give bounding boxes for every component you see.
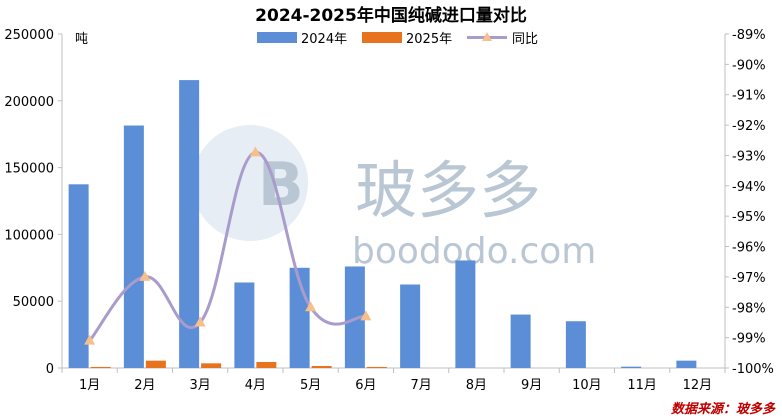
y-left-tick-label: 50000 [13, 295, 54, 310]
y-right-tick-label: -89% [732, 28, 766, 43]
legend-label-2024: 2024年 [301, 32, 347, 47]
y-right-tick-label: -91% [732, 89, 766, 104]
legend-label-yoy: 同比 [512, 32, 538, 47]
x-tick-label: 9月 [521, 378, 542, 393]
bar-2024 [400, 284, 421, 368]
bar-2025 [311, 365, 332, 368]
y-right-tick-label: -95% [732, 210, 766, 225]
x-tick-label: 7月 [410, 378, 431, 393]
bar-2024 [455, 260, 476, 368]
bar-2024 [510, 314, 531, 368]
bar-2024 [565, 321, 586, 368]
y-left-tick-label: 150000 [4, 162, 54, 177]
y-right-tick-label: -93% [732, 149, 766, 164]
y-left-tick-label: 100000 [4, 228, 54, 243]
y-right-tick-label: -100% [732, 362, 774, 377]
bar-2025 [145, 360, 166, 368]
legend-marker-yoy [482, 32, 492, 41]
yoy-marker [249, 146, 261, 157]
y-left-tick-label: 0 [46, 362, 54, 377]
y-left-tick-label: 200000 [4, 95, 54, 110]
yoy-marker [194, 316, 206, 327]
x-tick-label: 3月 [189, 378, 210, 393]
x-tick-label: 4月 [245, 378, 266, 393]
bar-2024 [676, 360, 697, 368]
y-right-tick-label: -98% [732, 301, 766, 316]
x-tick-label: 1月 [79, 378, 100, 393]
bar-2024 [179, 80, 200, 368]
yoy-marker [139, 270, 151, 281]
y-left-unit: 吨 [75, 32, 88, 47]
yoy-marker [305, 301, 317, 312]
watermark: B 玻多多 boododo.com [192, 125, 596, 272]
bar-2025 [90, 366, 111, 368]
x-tick-label: 12月 [683, 378, 713, 393]
watermark-brand: 玻多多 [355, 154, 541, 227]
y-right-tick-label: -96% [732, 241, 766, 256]
x-tick-label: 10月 [572, 378, 602, 393]
x-tick-label: 6月 [355, 378, 376, 393]
bar-2025 [256, 361, 277, 368]
yoy-marker [84, 334, 96, 345]
bar-2024 [621, 366, 642, 368]
y-right-tick-label: -90% [732, 58, 766, 73]
bar-2025 [201, 363, 222, 368]
watermark-logo [192, 125, 308, 241]
legend-swatch-2025 [362, 32, 402, 43]
y-right-tick-label: -99% [732, 332, 766, 347]
y-left-tick-label: 250000 [4, 28, 54, 43]
legend-label-2025: 2025年 [406, 32, 452, 47]
yoy-marker [360, 310, 372, 321]
legend: 2024年 2025年 同比 [257, 32, 538, 47]
bar-2024 [344, 266, 365, 368]
x-tick-label: 8月 [466, 378, 487, 393]
x-tick-label: 11月 [627, 378, 657, 393]
bar-2024 [68, 184, 89, 368]
y-right-tick-label: -97% [732, 271, 766, 286]
bar-2024 [234, 282, 255, 368]
source-note: 数据来源：玻多多 [671, 401, 776, 417]
y-right-tick-label: -92% [732, 119, 766, 134]
chart-title: 2024-2025年中国纯碱进口量对比 [255, 5, 527, 26]
bar-2024 [123, 125, 144, 369]
x-tick-label: 5月 [300, 378, 321, 393]
bar-2025 [366, 366, 387, 368]
y-right-tick-label: -94% [732, 180, 766, 195]
legend-swatch-2024 [257, 32, 297, 43]
x-tick-label: 2月 [134, 378, 155, 393]
